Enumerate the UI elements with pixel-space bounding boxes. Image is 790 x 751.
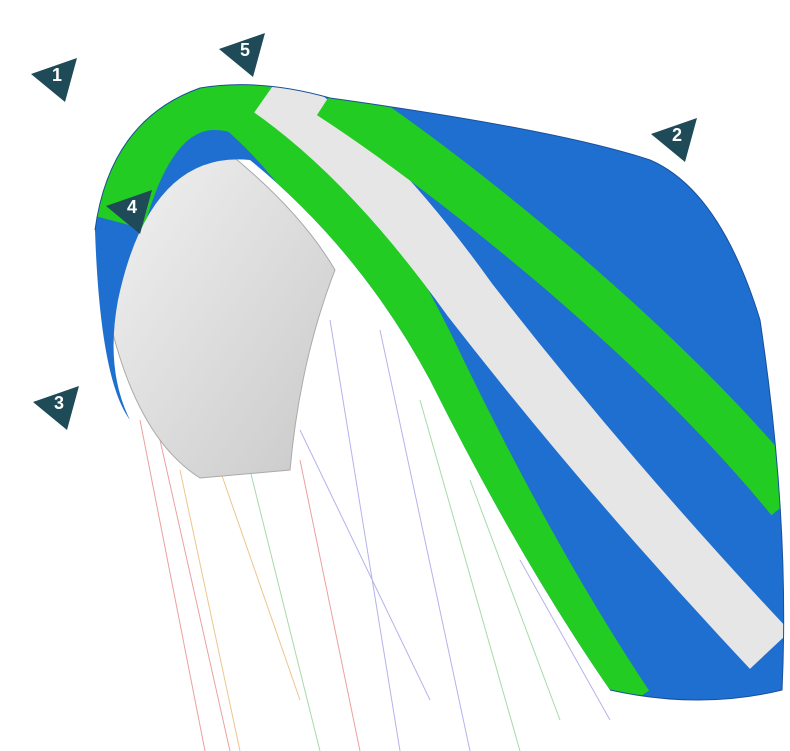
- marker: 2: [651, 118, 697, 162]
- canopy-upper-surface: [0, 0, 790, 751]
- paraglider-diagram: 1 2 3 4 5: [0, 0, 790, 751]
- marker-label: 3: [54, 393, 64, 413]
- marker-label: 2: [672, 125, 682, 145]
- marker: 1: [31, 58, 77, 102]
- marker-label: 5: [240, 40, 250, 60]
- page: 1 2 3 4 5 (() => { const data = JSON.par…: [0, 0, 790, 751]
- marker-label: 1: [52, 65, 62, 85]
- marker-label: 4: [127, 197, 137, 217]
- marker: 5: [219, 33, 265, 77]
- marker: 3: [33, 386, 79, 430]
